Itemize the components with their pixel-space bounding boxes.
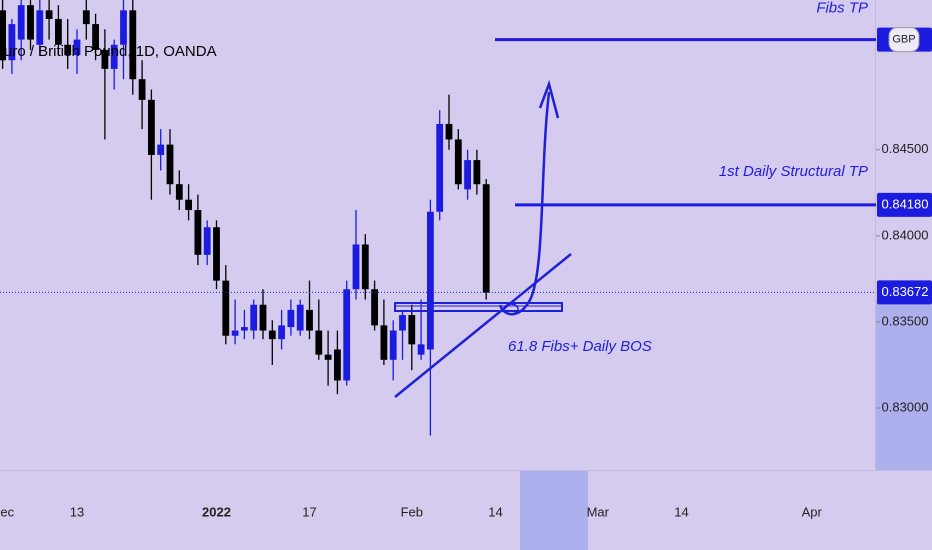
zone-box [394,302,563,312]
annotation: 61.8 Fibs+ Daily BOS [508,338,652,355]
candle-body [73,39,81,56]
candle-body [343,289,351,381]
candle-body [436,123,444,212]
candle-body [27,5,34,40]
candle-body [334,349,341,381]
arrow-head [538,79,560,119]
candle-body [166,144,174,185]
price-box [877,280,932,305]
level-note: 1st Daily Structural TP [719,163,868,180]
currency-pill [888,27,920,53]
level-price-label: 0.84180 [882,196,929,211]
candle-body [482,184,490,293]
candle-body [473,160,481,185]
x-tick-label: Apr [802,504,823,519]
x-tick-label: Feb [401,504,423,519]
candle-body [194,210,202,255]
candle-body [213,227,220,281]
candle-body [138,79,146,100]
candle-body [110,44,118,69]
candle-body [464,160,471,190]
candle-body [324,354,332,360]
candle-body [8,24,16,61]
candle-body [92,24,99,50]
candle-body [454,139,462,185]
candle-body [55,18,62,45]
x-tick-label: 13 [70,504,84,519]
x-tick-label: 14 [488,504,502,519]
x-tick-label: 14 [674,504,688,519]
y-tick-label: 0.83500 [882,313,929,328]
candle-body [222,280,230,336]
plot [0,0,490,436]
level-note: Fibs TP [816,0,868,17]
candle-body [157,144,165,155]
candle-body [408,315,416,345]
y-tick-label: 0.84000 [882,227,929,242]
candle-body [352,244,360,290]
candle-body [380,325,388,360]
candle-body [120,10,127,45]
x-tick-label: Mar [587,504,610,519]
candle-body [203,227,211,255]
candle-body [315,330,323,355]
axis-highlight [876,300,932,470]
candle-body [36,10,44,45]
candle-body [17,5,25,40]
candle-body [250,304,258,331]
candle-body [101,49,109,69]
candle-body [445,123,453,140]
candle-body [427,211,434,350]
currency-label: GBP [892,34,915,46]
y-tick-label: 0.83000 [882,399,929,414]
candle-body [287,309,295,328]
last-price-label: 0.83672 [882,284,929,299]
candle-body [241,327,248,331]
candle-body [417,344,425,355]
candle-body [175,184,183,200]
candle-body [185,199,192,211]
candle-body [306,309,313,331]
candle-body [0,10,7,61]
candle-body [399,315,406,331]
candle-body [148,99,155,155]
candle-body [389,330,397,360]
candle-body [231,330,239,336]
candle-body [45,10,53,19]
candle-body [268,330,276,340]
drawings [394,79,572,398]
candle-body [296,304,304,331]
candle-body [361,244,369,290]
candle-body [129,10,137,80]
time-highlight [520,471,588,550]
candle-body [82,10,90,25]
candle-body [278,325,285,340]
price-box [877,192,932,217]
candle-body [371,289,378,326]
x-tick-label: 2022 [202,504,231,519]
candle-body [259,304,267,331]
candle-body [64,44,72,56]
x-tick-label: Dec [0,504,15,519]
touch-circle [503,303,519,315]
trendline [394,253,572,398]
x-tick-label: 17 [302,504,316,519]
chart-title: uro / British Pound, 1D, OANDA [4,43,217,60]
y-tick-label: 0.84500 [882,141,929,156]
